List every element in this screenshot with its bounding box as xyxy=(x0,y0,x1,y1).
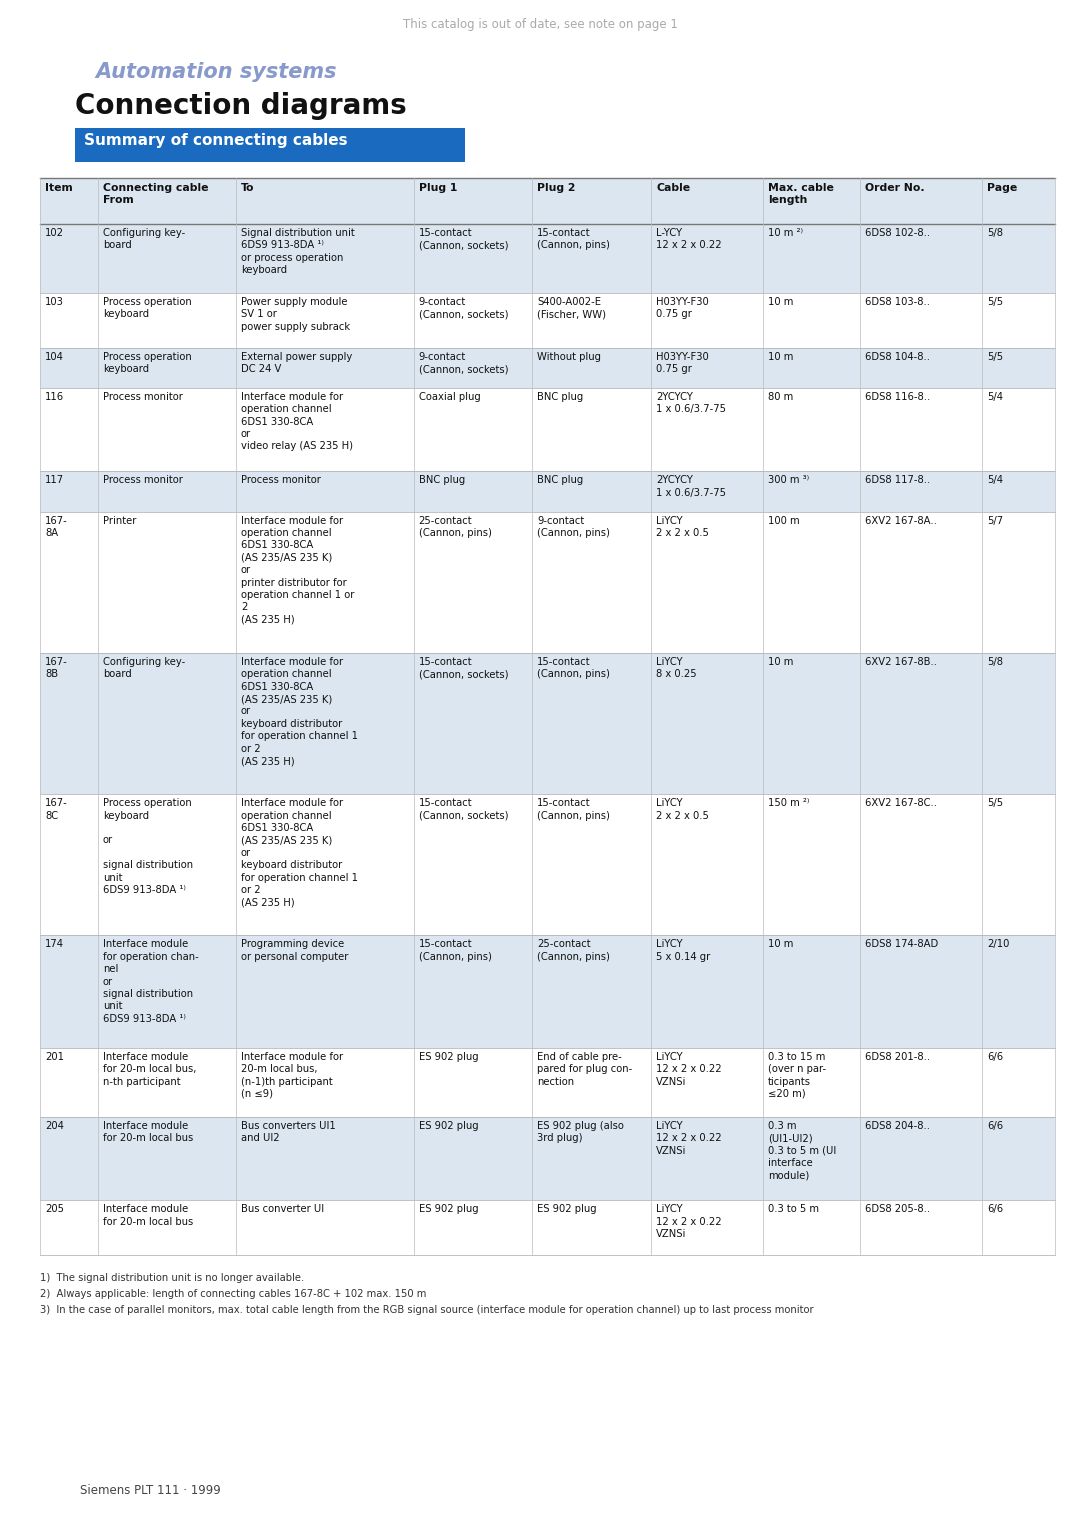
Text: Configuring key-
board: Configuring key- board xyxy=(103,657,185,680)
Text: 9-contact
(Cannon, sockets): 9-contact (Cannon, sockets) xyxy=(419,298,508,319)
Bar xyxy=(40,348,1055,388)
Text: Siemens PLT 111 · 1999: Siemens PLT 111 · 1999 xyxy=(80,1484,220,1496)
Text: 103: 103 xyxy=(45,298,64,307)
Text: 6XV2 167-8C..: 6XV2 167-8C.. xyxy=(865,799,937,808)
Text: 10 m: 10 m xyxy=(768,939,793,950)
Text: Process monitor: Process monitor xyxy=(103,475,183,486)
Bar xyxy=(40,1116,1055,1200)
Text: 167-
8B: 167- 8B xyxy=(45,657,68,680)
Text: BNC plug: BNC plug xyxy=(537,475,583,486)
Text: Cable: Cable xyxy=(656,183,690,192)
Text: 0.3 m
(UI1-UI2)
0.3 to 5 m (UI
interface
module): 0.3 m (UI1-UI2) 0.3 to 5 m (UI interface… xyxy=(768,1121,836,1180)
Text: 15-contact
(Cannon, sockets): 15-contact (Cannon, sockets) xyxy=(419,799,508,820)
Text: 6DS8 205-8..: 6DS8 205-8.. xyxy=(865,1205,930,1214)
Text: Interface module
for operation chan-
nel
or
signal distribution
unit
6DS9 913-8D: Interface module for operation chan- nel… xyxy=(103,939,199,1023)
Text: 201: 201 xyxy=(45,1052,64,1061)
Text: 5/8: 5/8 xyxy=(987,228,1003,238)
Text: BNC plug: BNC plug xyxy=(537,392,583,402)
Text: 6DS8 201-8..: 6DS8 201-8.. xyxy=(865,1052,930,1061)
Text: 15-contact
(Cannon, sockets): 15-contact (Cannon, sockets) xyxy=(419,228,508,250)
Text: Configuring key-
board: Configuring key- board xyxy=(103,228,185,250)
Text: 2YCYCY
1 x 0.6/3.7-75: 2YCYCY 1 x 0.6/3.7-75 xyxy=(656,392,726,414)
Text: Process operation
keyboard: Process operation keyboard xyxy=(103,298,191,319)
Text: 6/6: 6/6 xyxy=(987,1205,1003,1214)
Text: 167-
8A: 167- 8A xyxy=(45,516,68,538)
Text: Item: Item xyxy=(45,183,72,192)
Text: Interface module for
operation channel
6DS1 330-8CA
(AS 235/AS 235 K)
or
keyboar: Interface module for operation channel 6… xyxy=(241,799,357,907)
Bar xyxy=(40,512,1055,654)
Text: 174: 174 xyxy=(45,939,64,950)
Bar xyxy=(40,388,1055,472)
Text: 15-contact
(Cannon, pins): 15-contact (Cannon, pins) xyxy=(419,939,491,962)
Text: Bus converter UI: Bus converter UI xyxy=(241,1205,324,1214)
Bar xyxy=(40,1048,1055,1116)
Text: Automation systems: Automation systems xyxy=(95,63,337,82)
Text: 6DS8 103-8..: 6DS8 103-8.. xyxy=(865,298,930,307)
Text: External power supply
DC 24 V: External power supply DC 24 V xyxy=(241,351,352,374)
Text: Process monitor: Process monitor xyxy=(241,475,321,486)
Text: 6XV2 167-8A..: 6XV2 167-8A.. xyxy=(865,516,937,525)
Text: 104: 104 xyxy=(45,351,64,362)
Text: Interface module for
operation channel
6DS1 330-8CA
(AS 235/AS 235 K)
or
keyboar: Interface module for operation channel 6… xyxy=(241,657,357,767)
Text: LiYCY
12 x 2 x 0.22
VZNSi: LiYCY 12 x 2 x 0.22 VZNSi xyxy=(656,1121,721,1156)
Text: 205: 205 xyxy=(45,1205,64,1214)
Text: Max. cable
length: Max. cable length xyxy=(768,183,834,206)
Text: Interface module for
operation channel
6DS1 330-8CA
(AS 235/AS 235 K)
or
printer: Interface module for operation channel 6… xyxy=(241,516,354,625)
Text: 5/8: 5/8 xyxy=(987,657,1003,667)
Text: 6DS8 174-8AD: 6DS8 174-8AD xyxy=(865,939,939,950)
Text: 25-contact
(Cannon, pins): 25-contact (Cannon, pins) xyxy=(419,516,491,538)
Text: Connecting cable
From: Connecting cable From xyxy=(103,183,208,206)
Text: Without plug: Without plug xyxy=(537,351,602,362)
Text: 6DS8 204-8..: 6DS8 204-8.. xyxy=(865,1121,930,1132)
Bar xyxy=(40,936,1055,1048)
Bar xyxy=(75,128,465,162)
Text: Interface module
for 20-m local bus,
n-th participant: Interface module for 20-m local bus, n-t… xyxy=(103,1052,197,1087)
Text: Order No.: Order No. xyxy=(865,183,924,192)
Text: LiYCY
12 x 2 x 0.22
VZNSi: LiYCY 12 x 2 x 0.22 VZNSi xyxy=(656,1052,721,1087)
Text: Printer: Printer xyxy=(103,516,136,525)
Text: Interface module for
operation channel
6DS1 330-8CA
or
video relay (AS 235 H): Interface module for operation channel 6… xyxy=(241,392,353,452)
Text: 300 m ³⁾: 300 m ³⁾ xyxy=(768,475,809,486)
Text: 6DS8 116-8..: 6DS8 116-8.. xyxy=(865,392,930,402)
Text: H03YY-F30
0.75 gr: H03YY-F30 0.75 gr xyxy=(656,351,708,374)
Bar xyxy=(40,472,1055,512)
Text: 25-contact
(Cannon, pins): 25-contact (Cannon, pins) xyxy=(537,939,610,962)
Text: Page: Page xyxy=(987,183,1017,192)
Text: 1)  The signal distribution unit is no longer available.: 1) The signal distribution unit is no lo… xyxy=(40,1274,305,1283)
Text: 10 m: 10 m xyxy=(768,298,793,307)
Text: 10 m: 10 m xyxy=(768,351,793,362)
Text: 5/7: 5/7 xyxy=(987,516,1003,525)
Text: 9-contact
(Cannon, pins): 9-contact (Cannon, pins) xyxy=(537,516,610,538)
Text: 0.3 to 15 m
(over n par-
ticipants
≤20 m): 0.3 to 15 m (over n par- ticipants ≤20 m… xyxy=(768,1052,826,1099)
Text: Process operation
keyboard

or

signal distribution
unit
6DS9 913-8DA ¹⁾: Process operation keyboard or signal dis… xyxy=(103,799,193,895)
Text: 2YCYCY
1 x 0.6/3.7-75: 2YCYCY 1 x 0.6/3.7-75 xyxy=(656,475,726,498)
Text: 0.3 to 5 m: 0.3 to 5 m xyxy=(768,1205,819,1214)
Text: 116: 116 xyxy=(45,392,64,402)
Text: 102: 102 xyxy=(45,228,64,238)
Text: Coaxial plug: Coaxial plug xyxy=(419,392,481,402)
Text: 6DS8 102-8..: 6DS8 102-8.. xyxy=(865,228,930,238)
Text: Signal distribution unit
6DS9 913-8DA ¹⁾
or process operation
keyboard: Signal distribution unit 6DS9 913-8DA ¹⁾… xyxy=(241,228,354,275)
Text: 2)  Always applicable: length of connecting cables 167-8C + 102 max. 150 m: 2) Always applicable: length of connecti… xyxy=(40,1289,427,1299)
Text: Programming device
or personal computer: Programming device or personal computer xyxy=(241,939,348,962)
Text: 15-contact
(Cannon, sockets): 15-contact (Cannon, sockets) xyxy=(419,657,508,680)
Text: 204: 204 xyxy=(45,1121,64,1132)
Text: 5/5: 5/5 xyxy=(987,298,1003,307)
Text: 100 m: 100 m xyxy=(768,516,799,525)
Text: LiYCY
5 x 0.14 gr: LiYCY 5 x 0.14 gr xyxy=(656,939,711,962)
Bar xyxy=(40,179,1055,224)
Bar xyxy=(40,794,1055,936)
Text: Summary of connecting cables: Summary of connecting cables xyxy=(84,133,348,148)
Text: End of cable pre-
pared for plug con-
nection: End of cable pre- pared for plug con- ne… xyxy=(537,1052,633,1087)
Text: 15-contact
(Cannon, pins): 15-contact (Cannon, pins) xyxy=(537,657,610,680)
Text: Bus converters UI1
and UI2: Bus converters UI1 and UI2 xyxy=(241,1121,336,1144)
Text: This catalog is out of date, see note on page 1: This catalog is out of date, see note on… xyxy=(403,18,677,31)
Text: LiYCY
12 x 2 x 0.22
VZNSi: LiYCY 12 x 2 x 0.22 VZNSi xyxy=(656,1205,721,1240)
Text: 6DS8 104-8..: 6DS8 104-8.. xyxy=(865,351,930,362)
Text: 150 m ²⁾: 150 m ²⁾ xyxy=(768,799,809,808)
Text: 6/6: 6/6 xyxy=(987,1052,1003,1061)
Text: 2/10: 2/10 xyxy=(987,939,1010,950)
Text: Plug 1: Plug 1 xyxy=(419,183,457,192)
Text: 5/4: 5/4 xyxy=(987,392,1003,402)
Text: 6XV2 167-8B..: 6XV2 167-8B.. xyxy=(865,657,937,667)
